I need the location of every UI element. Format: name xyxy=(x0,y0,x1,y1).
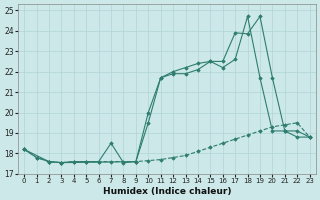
X-axis label: Humidex (Indice chaleur): Humidex (Indice chaleur) xyxy=(103,187,231,196)
